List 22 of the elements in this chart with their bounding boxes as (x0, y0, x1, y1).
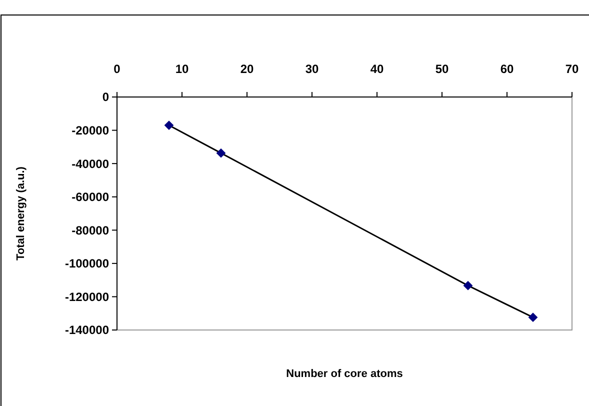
x-axis-title: Number of core atoms (286, 368, 403, 380)
y-tick-label: -120000 (64, 290, 110, 304)
x-tick-label: 40 (370, 62, 384, 76)
y-tick-label: -40000 (72, 156, 110, 171)
y-tick-label: -60000 (72, 190, 110, 204)
point (464, 281, 472, 290)
y-tick-label: -100000 (64, 256, 110, 271)
x-tick-label: 60 (500, 62, 514, 76)
x-tick-label: 30 (305, 62, 319, 76)
point (164, 120, 174, 130)
y-tick-label: 0 (102, 90, 110, 104)
point (216, 148, 226, 158)
y-tick-label: -80000 (72, 223, 110, 238)
x-tick-label: 10 (175, 62, 189, 76)
x-tick-label: 0 (114, 62, 121, 76)
y-axis-title: Total energy (a.u.) (15, 166, 27, 260)
point (528, 312, 538, 322)
x-tick-label: 50 (435, 62, 449, 76)
y-tick-label: -140000 (64, 323, 110, 338)
x-tick-label: 20 (240, 62, 254, 76)
y-tick-label: -20000 (72, 123, 110, 138)
x-tick-label: 70 (565, 62, 579, 76)
